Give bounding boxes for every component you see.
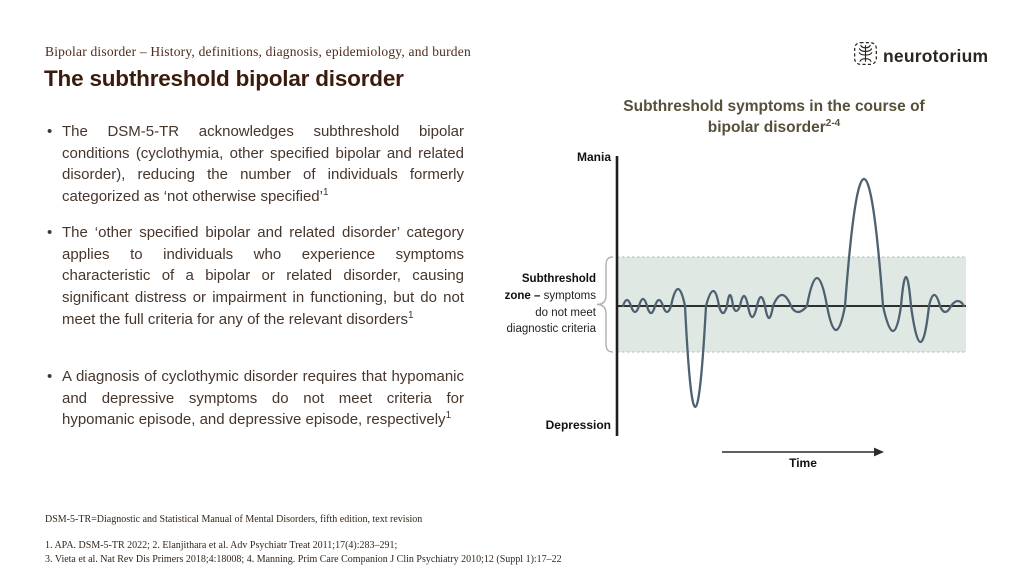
zone-label-bold: Subthreshold zone – <box>504 273 596 302</box>
zone-label-rest: symptoms do not meet diagnostic criteria <box>506 289 596 336</box>
bullet-text: The ‘other specified bipolar and related… <box>62 224 464 328</box>
zone-bracket <box>596 256 614 353</box>
bullet-item: A diagnosis of cyclothymic disorder requ… <box>46 366 464 431</box>
bullet-text: The DSM-5-TR acknowledges subthreshold b… <box>62 123 464 206</box>
bullet-text: A diagnosis of cyclothymic disorder requ… <box>62 368 464 429</box>
reference-superscript: 1 <box>445 410 452 422</box>
references: 1. APA. DSM-5-TR 2022; 2. Elanjithara et… <box>45 539 975 566</box>
bullet-item: The ‘other specified bipolar and related… <box>46 222 464 331</box>
reference-line: 3. Vieta et al. Nat Rev Dis Primers 2018… <box>45 553 562 565</box>
time-axis-label: Time <box>789 456 817 470</box>
subthreshold-zone-label: Subthreshold zone – symptoms do not meet… <box>494 271 596 338</box>
chart-title-superscript: 2-4 <box>825 117 841 129</box>
chart-title: Subthreshold symptoms in the course of b… <box>618 97 930 138</box>
bullet-item: The DSM-5-TR acknowledges subthreshold b… <box>46 121 464 208</box>
reference-line: 1. APA. DSM-5-TR 2022; 2. Elanjithara et… <box>45 540 398 551</box>
reference-superscript: 1 <box>408 309 414 321</box>
breadcrumb: Bipolar disorder – History, definitions,… <box>45 44 471 59</box>
mania-axis-label: Mania <box>576 150 611 164</box>
reference-superscript: 1 <box>322 187 329 199</box>
neurotorium-logo: neurotorium <box>853 41 988 71</box>
page-title: The subthreshold bipolar disorder <box>44 66 404 91</box>
arrowhead-icon <box>874 447 884 457</box>
mood-curve <box>621 178 966 408</box>
depression-axis-label: Depression <box>545 418 611 432</box>
brain-tree-icon <box>853 41 878 71</box>
mood-course-chart <box>596 156 966 457</box>
chart-title-text: Subthreshold symptoms in the course of b… <box>623 98 925 136</box>
logo-wordmark: neurotorium <box>883 45 989 66</box>
abbreviation-note: DSM-5-TR=Diagnostic and Statistical Manu… <box>45 514 423 525</box>
time-arrow <box>722 447 884 457</box>
